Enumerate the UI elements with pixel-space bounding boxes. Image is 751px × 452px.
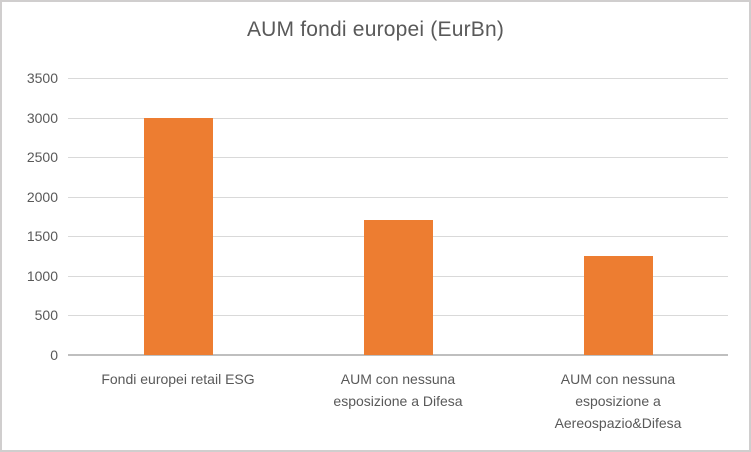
- y-tick-label-1500: 1500: [26, 228, 58, 245]
- y-tick-label-3000: 3000: [26, 109, 58, 126]
- chart-title: AUM fondi europei (EurBn): [246, 18, 505, 41]
- bar-1: [363, 220, 433, 355]
- x-category-cell-2: AUM con nessuna esposizione a Aereospazi…: [508, 368, 728, 434]
- y-tick-label-0: 0: [50, 347, 58, 363]
- bar-2: [583, 256, 653, 355]
- bar-0: [143, 117, 213, 355]
- gridline-2500: [68, 157, 728, 159]
- x-axis-line: [68, 354, 728, 356]
- x-category-label-1: AUM con nessuna esposizione a Difesa: [333, 371, 463, 409]
- y-tick-label-3500: 3500: [26, 70, 58, 86]
- y-tick-label-1000: 1000: [26, 267, 58, 284]
- x-axis: Fondi europei retail ESG AUM con nessuna …: [68, 368, 728, 434]
- gridline-3500: [68, 78, 728, 79]
- x-category-cell-0: Fondi europei retail ESG: [68, 368, 288, 434]
- x-category-label-2: AUM con nessuna esposizione a Aereospazi…: [554, 371, 682, 431]
- plot-area: [68, 78, 728, 356]
- y-tick-label-2500: 2500: [26, 149, 58, 166]
- y-tick-label-500: 500: [34, 307, 58, 324]
- gridline-3000: [68, 117, 728, 119]
- x-category-label-0: Fondi europei retail ESG: [101, 371, 255, 387]
- x-category-cell-1: AUM con nessuna esposizione a Difesa: [288, 368, 508, 434]
- gridline-2000: [68, 196, 728, 198]
- y-tick-label-2000: 2000: [26, 188, 58, 205]
- y-axis: 0 500 1000 1500 2000 2500 3000 3500: [2, 70, 58, 363]
